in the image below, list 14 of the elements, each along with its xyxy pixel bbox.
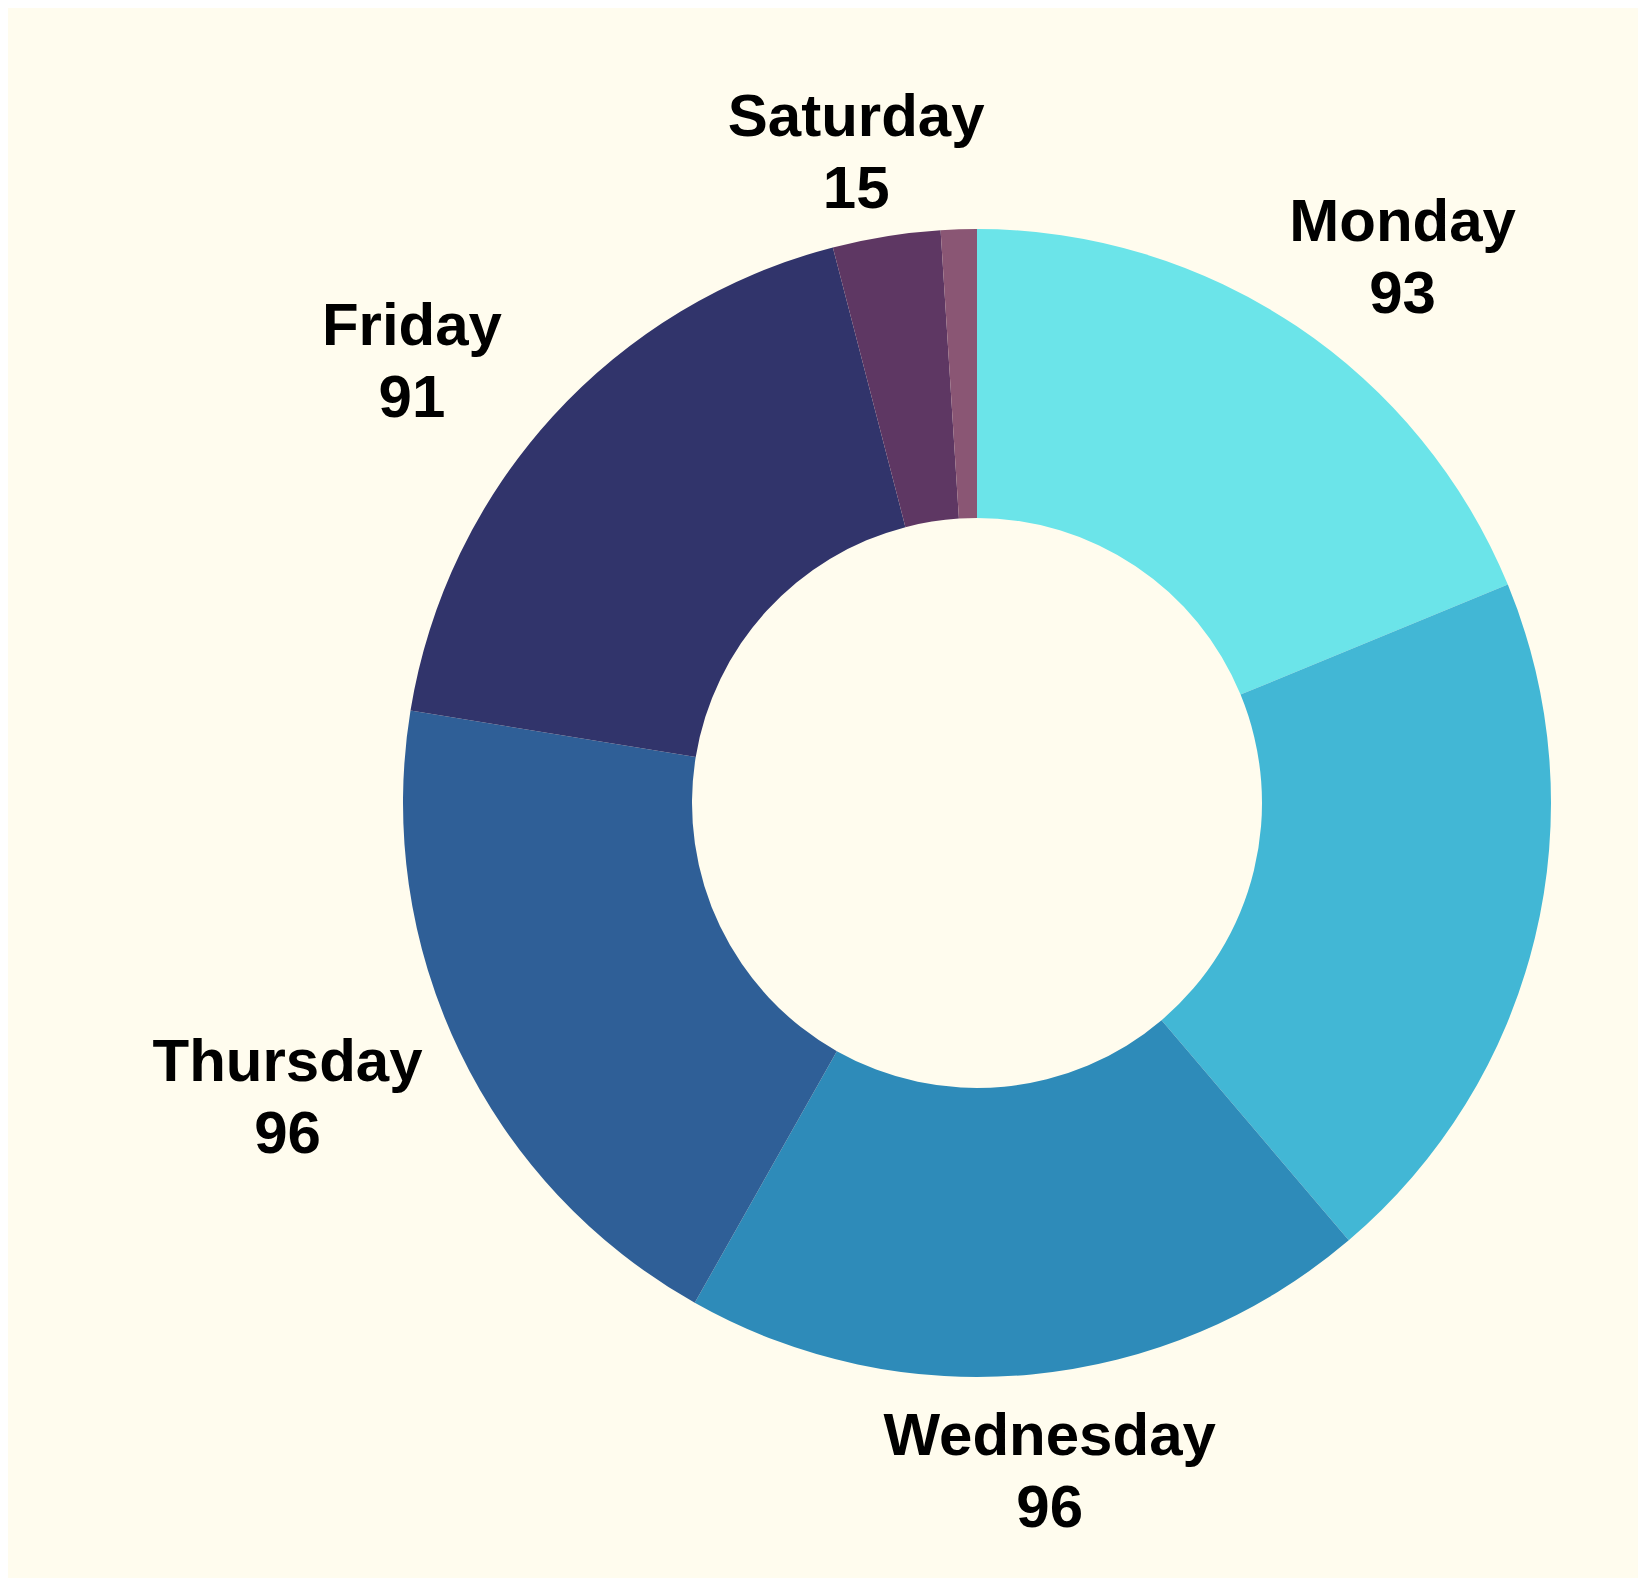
- slice-label: Wednesday: [883, 1400, 1217, 1468]
- slice-label: Saturday: [727, 82, 986, 150]
- data-label: 93: [1369, 258, 1436, 326]
- donut-slice: [694, 1020, 1349, 1377]
- data-label: 96: [1016, 1472, 1084, 1540]
- data-label: 96: [254, 1098, 321, 1166]
- data-label: 91: [378, 362, 446, 430]
- donut-slice: [1161, 584, 1551, 1241]
- donut-slice: [832, 230, 959, 528]
- slice-label: Monday: [1289, 186, 1517, 254]
- data-label: 15: [822, 154, 890, 222]
- donut-slice: [940, 229, 977, 519]
- slice-label: Thursday: [152, 1026, 424, 1094]
- slice-label: Friday: [321, 290, 503, 358]
